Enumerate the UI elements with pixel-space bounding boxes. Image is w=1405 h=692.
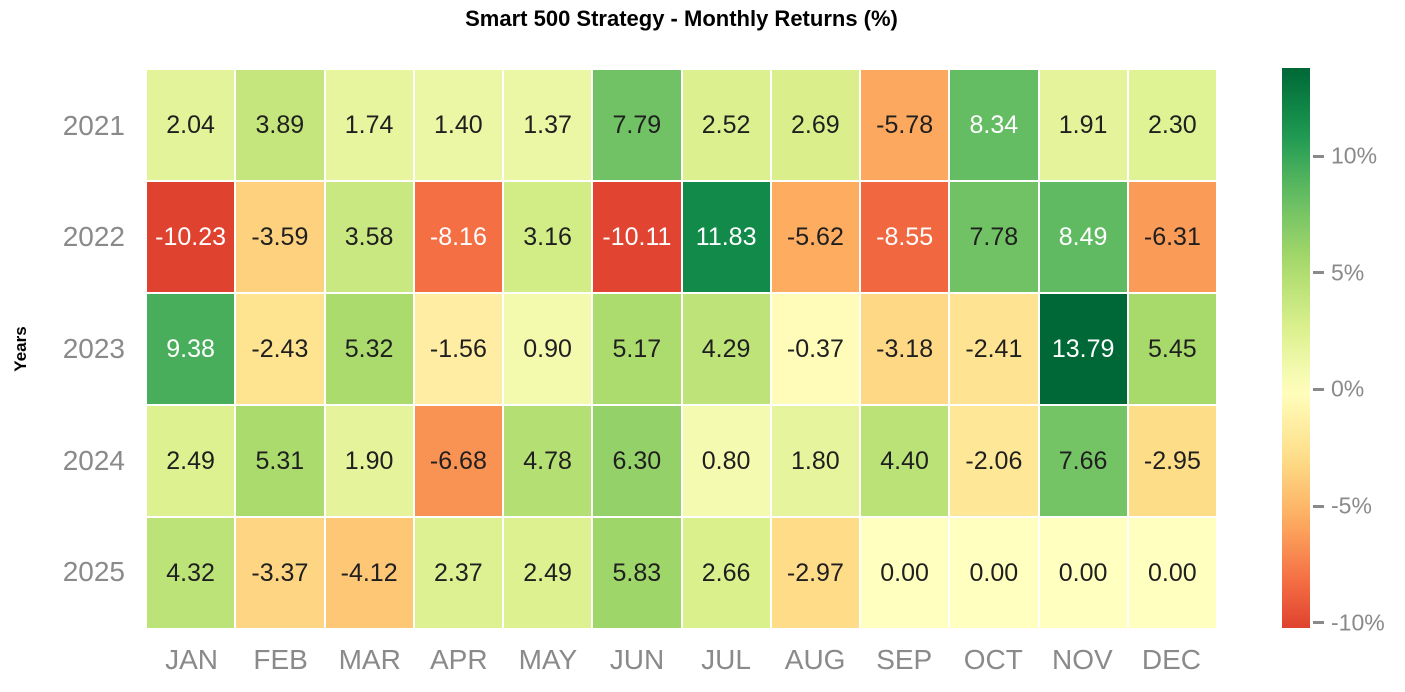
heatmap-cell-2023-FEB: -2.43 xyxy=(236,294,324,404)
heatmap-cell-2024-JUN: 6.30 xyxy=(593,406,681,516)
x-tick-apr: APR xyxy=(430,644,488,675)
heatmap-cell-2025-JAN: 4.32 xyxy=(147,518,235,628)
y-tick-2024: 2024 xyxy=(62,444,125,476)
y-tick-2023: 2023 xyxy=(62,332,125,364)
heatmap-cell-2021-MAR: 1.74 xyxy=(325,70,413,180)
y-tick-2022: 2022 xyxy=(62,221,125,253)
heatmap-cell-2023-SEP: -3.18 xyxy=(861,294,949,404)
heatmap-cell-2022-NOV: 8.49 xyxy=(1039,182,1127,292)
heatmap-cell-2025-MAR: -4.12 xyxy=(325,518,413,628)
heatmap-cell-2024-APR: -6.68 xyxy=(414,406,502,516)
colorbar-tick-label: -10% xyxy=(1331,609,1385,636)
heatmap-cell-2022-DEC: -6.31 xyxy=(1128,182,1216,292)
heatmap-cell-2024-NOV: 7.66 xyxy=(1039,406,1127,516)
x-tick-jun: JUN xyxy=(609,644,665,675)
heatmap-cell-2024-JUL: 0.80 xyxy=(682,406,770,516)
heatmap-cell-2022-OCT: 7.78 xyxy=(950,182,1038,292)
heatmap-cell-2022-MAR: 3.58 xyxy=(325,182,413,292)
heatmap-cell-2024-MAR: 1.90 xyxy=(325,406,413,516)
heatmap-cell-2025-FEB: -3.37 xyxy=(236,518,324,628)
x-tick-jul: JUL xyxy=(701,644,751,675)
heatmap-cell-2021-FEB: 3.89 xyxy=(236,70,324,180)
x-tick-may: MAY xyxy=(518,644,578,675)
y-tick-2021: 2021 xyxy=(62,109,125,141)
colorbar-tick-label: -5% xyxy=(1331,492,1372,519)
x-tick-nov: NOV xyxy=(1052,644,1113,675)
heatmap-cell-2025-DEC: 0.00 xyxy=(1128,518,1216,628)
heatmap-cell-2025-JUN: 5.83 xyxy=(593,518,681,628)
x-tick-sep: SEP xyxy=(876,644,933,675)
heatmap-cell-2024-OCT: -2.06 xyxy=(950,406,1038,516)
heatmap-cell-2023-MAR: 5.32 xyxy=(325,294,413,404)
heatmap-cell-2021-DEC: 2.30 xyxy=(1128,70,1216,180)
heatmap-grid: 2.04 3.89 1.74 1.40 1.37 7.79 2.52 2.69 -5.78 8.3… xyxy=(147,70,1216,628)
heatmap-cell-2023-JUN: 5.17 xyxy=(593,294,681,404)
heatmap-cell-2023-MAY: 0.90 xyxy=(504,294,592,404)
heatmap-cell-2024-MAY: 4.78 xyxy=(504,406,592,516)
x-tick-feb: FEB xyxy=(253,644,308,675)
heatmap-cell-2022-SEP: -8.55 xyxy=(861,182,949,292)
colorbar-tick-mark xyxy=(1313,271,1324,275)
heatmap-cell-2024-DEC: -2.95 xyxy=(1128,406,1216,516)
heatmap-cell-2023-NOV: 13.79 xyxy=(1039,294,1127,404)
heatmap-cell-2024-JAN: 2.49 xyxy=(147,406,235,516)
colorbar-tick-mark xyxy=(1313,154,1324,158)
x-tick-dec: DEC xyxy=(1141,644,1202,675)
x-tick-labels: JAN FEB MAR APR MAY JUN JUL AUG SEP OCT NOV DEC xyxy=(147,642,1216,678)
heatmap-cell-2022-AUG: -5.62 xyxy=(771,182,859,292)
colorbar-tick-mark xyxy=(1313,621,1324,625)
heatmap-cell-2025-OCT: 0.00 xyxy=(950,518,1038,628)
heatmap-cell-2023-APR: -1.56 xyxy=(414,294,502,404)
heatmap-cell-2021-AUG: 2.69 xyxy=(771,70,859,180)
heatmap-cell-2022-JAN: -10.23 xyxy=(147,182,235,292)
heatmap-cell-2021-OCT: 8.34 xyxy=(950,70,1038,180)
colorbar-tick-label: 10% xyxy=(1331,142,1378,169)
heatmap-cell-2023-DEC: 5.45 xyxy=(1128,294,1216,404)
heatmap-cell-2022-JUL: 11.83 xyxy=(682,182,770,292)
heatmap-cell-2023-AUG: -0.37 xyxy=(771,294,859,404)
x-tick-jan: JAN xyxy=(165,644,218,675)
heatmap-cell-2022-APR: -8.16 xyxy=(414,182,502,292)
y-tick-2025: 2025 xyxy=(62,556,125,588)
chart-title: Smart 500 Strategy - Monthly Returns (%) xyxy=(465,6,898,31)
heatmap-cell-2024-FEB: 5.31 xyxy=(236,406,324,516)
heatmap-cell-2025-NOV: 0.00 xyxy=(1039,518,1127,628)
colorbar-tick-label: 0% xyxy=(1331,375,1365,402)
heatmap-cell-2023-JAN: 9.38 xyxy=(147,294,235,404)
heatmap-cell-2025-SEP: 0.00 xyxy=(861,518,949,628)
heatmap-cell-2021-SEP: -5.78 xyxy=(861,70,949,180)
heatmap-cell-2023-OCT: -2.41 xyxy=(950,294,1038,404)
colorbar-tick-mark xyxy=(1313,504,1324,508)
heatmap-cell-2025-AUG: -2.97 xyxy=(771,518,859,628)
heatmap-cell-2022-FEB: -3.59 xyxy=(236,182,324,292)
heatmap-cell-2021-MAY: 1.37 xyxy=(504,70,592,180)
heatmap-cell-2021-NOV: 1.91 xyxy=(1039,70,1127,180)
heatmap-cell-2022-MAY: 3.16 xyxy=(504,182,592,292)
colorbar-gradient xyxy=(1282,68,1310,628)
heatmap-cell-2024-SEP: 4.40 xyxy=(861,406,949,516)
heatmap-cell-2021-JAN: 2.04 xyxy=(147,70,235,180)
heatmap-cell-2025-MAY: 2.49 xyxy=(504,518,592,628)
heatmap-cell-2021-JUN: 7.79 xyxy=(593,70,681,180)
heatmap-cell-2023-JUL: 4.29 xyxy=(682,294,770,404)
colorbar-tick-label: 5% xyxy=(1331,259,1365,286)
heatmap-cell-2025-APR: 2.37 xyxy=(414,518,502,628)
heatmap-cell-2021-JUL: 2.52 xyxy=(682,70,770,180)
heatmap-cell-2022-JUN: -10.11 xyxy=(593,182,681,292)
x-tick-aug: AUG xyxy=(784,644,846,675)
y-tick-labels: 2021 2022 2023 2024 2025 xyxy=(0,70,132,628)
heatmap-cell-2025-JUL: 2.66 xyxy=(682,518,770,628)
x-tick-mar: MAR xyxy=(338,644,401,675)
colorbar-tick-mark xyxy=(1313,387,1324,391)
heatmap-cell-2024-AUG: 1.80 xyxy=(771,406,859,516)
x-tick-oct: OCT xyxy=(963,644,1023,675)
heatmap-cell-2021-APR: 1.40 xyxy=(414,70,502,180)
